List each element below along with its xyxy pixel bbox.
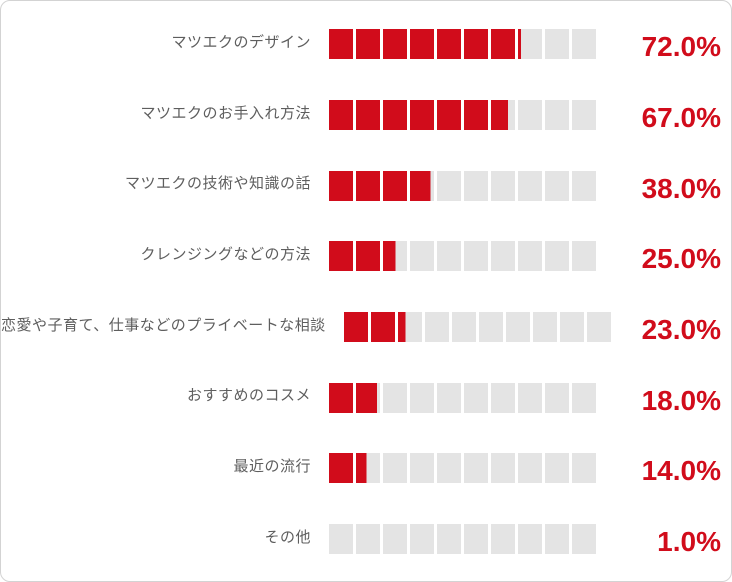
category-label: クレンジングなどの方法 <box>140 245 311 263</box>
bar <box>329 29 596 60</box>
category-label: 最近の流行 <box>233 457 311 475</box>
bar <box>329 170 596 201</box>
chart-row: その他 1.0% <box>1 504 731 575</box>
chart-row: マツエクの技術や知識の話 38.0% <box>1 150 731 221</box>
chart-row: 恋愛や子育て、仕事などのプライベートな相談 23.0% <box>1 292 731 363</box>
value-label: 23.0% <box>641 314 721 346</box>
value-label: 14.0% <box>641 455 721 487</box>
value-label: 67.0% <box>641 102 721 134</box>
bar <box>329 241 596 272</box>
chart-row: マツエクのお手入れ方法 67.0% <box>1 80 731 151</box>
bar <box>329 382 596 413</box>
category-label: マツエクのデザイン <box>171 33 311 51</box>
bar <box>329 100 596 131</box>
chart-row: おすすめのコスメ 18.0% <box>1 362 731 433</box>
value-label: 18.0% <box>641 384 721 416</box>
value-label: 1.0% <box>657 526 721 558</box>
category-label: おすすめのコスメ <box>186 387 311 405</box>
category-label: マツエクの技術や知識の話 <box>124 175 311 193</box>
chart-row: 最近の流行 14.0% <box>1 433 731 504</box>
value-label: 25.0% <box>641 243 721 275</box>
value-label: 38.0% <box>641 172 721 204</box>
bar <box>343 312 611 343</box>
category-label: 恋愛や子育て、仕事などのプライベートな相談 <box>1 316 326 334</box>
bar <box>329 453 596 484</box>
bar <box>329 524 596 555</box>
chart-row: マツエクのデザイン 72.0% <box>1 9 731 80</box>
value-label: 72.0% <box>641 31 721 63</box>
chart-row: クレンジングなどの方法 25.0% <box>1 221 731 292</box>
category-label: その他 <box>264 528 311 546</box>
category-label: マツエクのお手入れ方法 <box>140 104 311 122</box>
